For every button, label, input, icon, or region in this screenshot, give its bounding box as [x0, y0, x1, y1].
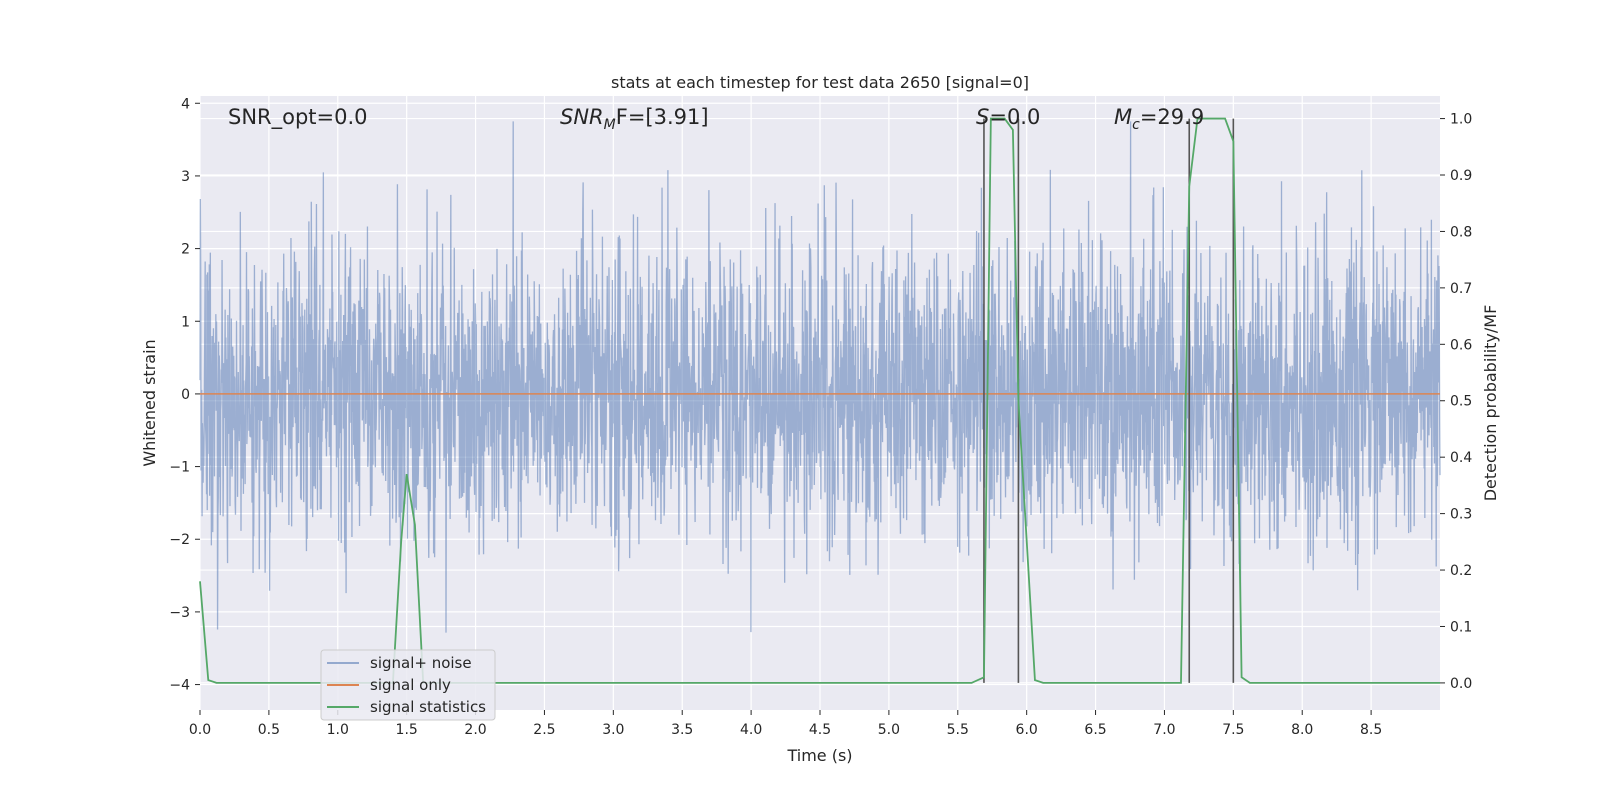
x-tick-label: 0.0: [189, 722, 211, 738]
annotation-snr-opt: SNR_opt=0.0: [228, 105, 368, 130]
y-axis-left-label: Whitened strain: [140, 339, 159, 466]
x-tick-label: 3.0: [602, 722, 624, 738]
x-tick-label: 6.5: [1084, 722, 1106, 738]
y-left-tick-label: 4: [181, 96, 190, 112]
x-tick-label: 7.0: [1153, 722, 1175, 738]
annotation-s-main: S: [976, 105, 989, 129]
y-left-tick-label: 0: [181, 387, 190, 403]
x-tick-label: 5.0: [878, 722, 900, 738]
x-tick-label: 3.5: [671, 722, 693, 738]
x-tick-label: 5.5: [947, 722, 969, 738]
x-axis-label: Time (s): [786, 746, 852, 765]
y-right-tick-label: 0.3: [1450, 507, 1472, 523]
annotation-mc-sub: c: [1132, 117, 1140, 133]
y-left-tick-label: −4: [169, 678, 190, 694]
legend: signal+ noise signal only signal statist…: [320, 649, 496, 721]
y-right-tick-label: 0.2: [1450, 563, 1472, 579]
x-tick-label: 2.5: [533, 722, 555, 738]
annotation-snr-mf-rest: F=[3.91]: [616, 105, 709, 129]
annotation-s: S=0.0: [976, 105, 1040, 129]
y-left-tick-label: 3: [181, 169, 190, 185]
y-right-tick-label: 0.1: [1450, 619, 1472, 635]
x-tick-label: 1.5: [396, 722, 418, 738]
x-tick-label: 7.5: [1222, 722, 1244, 738]
y-left-tick-label: 2: [181, 242, 190, 258]
x-tick-label: 8.0: [1291, 722, 1313, 738]
y-right-tick-label: 0.8: [1450, 224, 1472, 240]
annotation-snr-mf: SNRMF=[3.91]: [560, 105, 709, 133]
annotation-mc: Mc=29.9: [1114, 105, 1204, 133]
legend-label-signal-only: signal only: [370, 676, 451, 694]
y-left-tick-label: 1: [181, 314, 190, 330]
y-right-tick-label: 0.0: [1450, 676, 1472, 692]
x-tick-label: 6.0: [1016, 722, 1038, 738]
legend-label-signal-statistics: signal statistics: [370, 698, 486, 716]
annotation-snr-mf-main: SNR: [560, 105, 604, 129]
y-right-tick-label: 0.5: [1450, 394, 1472, 410]
x-tick-label: 4.0: [740, 722, 762, 738]
annotation-mc-main: M: [1114, 105, 1132, 129]
y-left-tick-label: −2: [169, 532, 190, 548]
annotation-s-rest: =0.0: [989, 105, 1040, 129]
y-right-tick-label: 0.4: [1450, 450, 1472, 466]
y-axis-right-label: Detection probability/MF: [1481, 305, 1500, 502]
legend-box: [320, 649, 496, 721]
x-tick-label: 1.0: [327, 722, 349, 738]
tick-labels: 0.0 0.5 1.0 1.5 2.0 2.5 3.0 3.5 4.0 4.5 5.0 5.5 6.0 6…: [169, 96, 1472, 738]
x-tick-label: 2.0: [464, 722, 486, 738]
chart-title: stats at each timestep for test data 265…: [611, 73, 1029, 92]
x-tick-label: 8.5: [1360, 722, 1382, 738]
annotation-mc-rest: =29.9: [1140, 105, 1204, 129]
y-left-tick-label: −3: [169, 605, 190, 621]
annotation-snr-mf-sub: M: [604, 117, 616, 133]
y-left-tick-label: −1: [169, 460, 190, 476]
legend-label-signal-noise: signal+ noise: [370, 654, 472, 672]
y-right-tick-label: 0.9: [1450, 168, 1472, 184]
x-tick-label: 0.5: [258, 722, 280, 738]
y-right-tick-label: 0.6: [1450, 337, 1472, 353]
x-tick-label: 4.5: [809, 722, 831, 738]
y-right-tick-label: 1.0: [1450, 112, 1472, 128]
y-right-tick-label: 0.7: [1450, 281, 1472, 297]
